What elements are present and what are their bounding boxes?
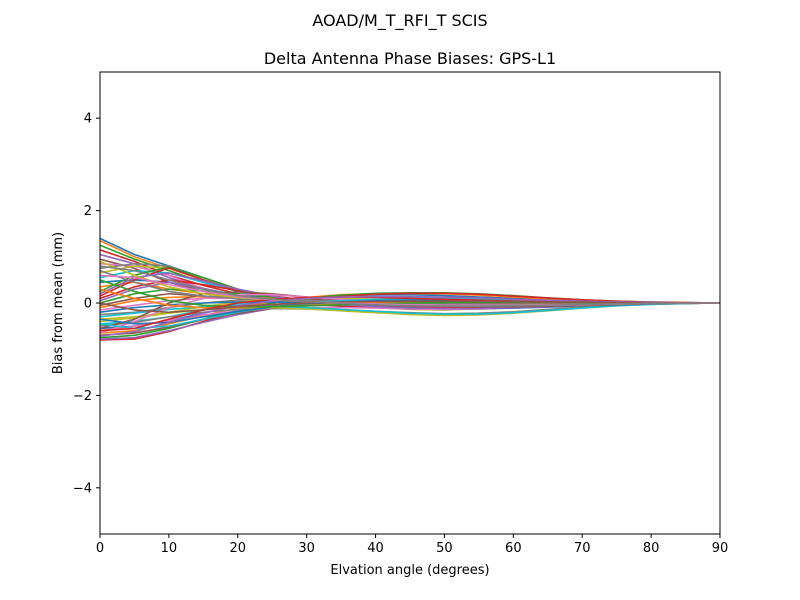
- plot-frame: [99, 71, 721, 535]
- series-line-48: [100, 265, 720, 308]
- x-tick-label: 40: [367, 541, 384, 556]
- series-group: [100, 237, 720, 341]
- x-tick-label: 50: [436, 541, 453, 556]
- x-tick-label: 60: [505, 541, 522, 556]
- y-tick-label: −2: [73, 389, 92, 404]
- series-line-30: [100, 302, 720, 318]
- x-tick-label: 20: [230, 541, 247, 556]
- x-tick-label: 90: [712, 541, 729, 556]
- x-tick-label: 70: [574, 541, 591, 556]
- axis-ticks: 0 10 20 30 40 50 60 70 80 90 −4 −2 0 2 4: [73, 112, 728, 556]
- figure-suptitle: AOAD/M_T_RFI_T SCIS: [312, 11, 487, 31]
- x-tick-label: 0: [96, 541, 104, 556]
- series-line-24: [100, 292, 720, 341]
- y-tick-label: 4: [84, 112, 92, 127]
- x-tick-label: 80: [643, 541, 660, 556]
- y-axis-label: Bias from mean (mm): [51, 232, 66, 374]
- y-tick-label: 2: [84, 204, 92, 219]
- y-tick-label: 0: [84, 297, 92, 312]
- y-tick-label: −4: [73, 481, 92, 496]
- x-tick-label: 30: [298, 541, 315, 556]
- chart-title: Delta Antenna Phase Biases: GPS-L1: [264, 49, 556, 68]
- x-axis-label: Elvation angle (degrees): [330, 563, 489, 578]
- series-line-46: [100, 300, 720, 314]
- x-tick-label: 10: [161, 541, 178, 556]
